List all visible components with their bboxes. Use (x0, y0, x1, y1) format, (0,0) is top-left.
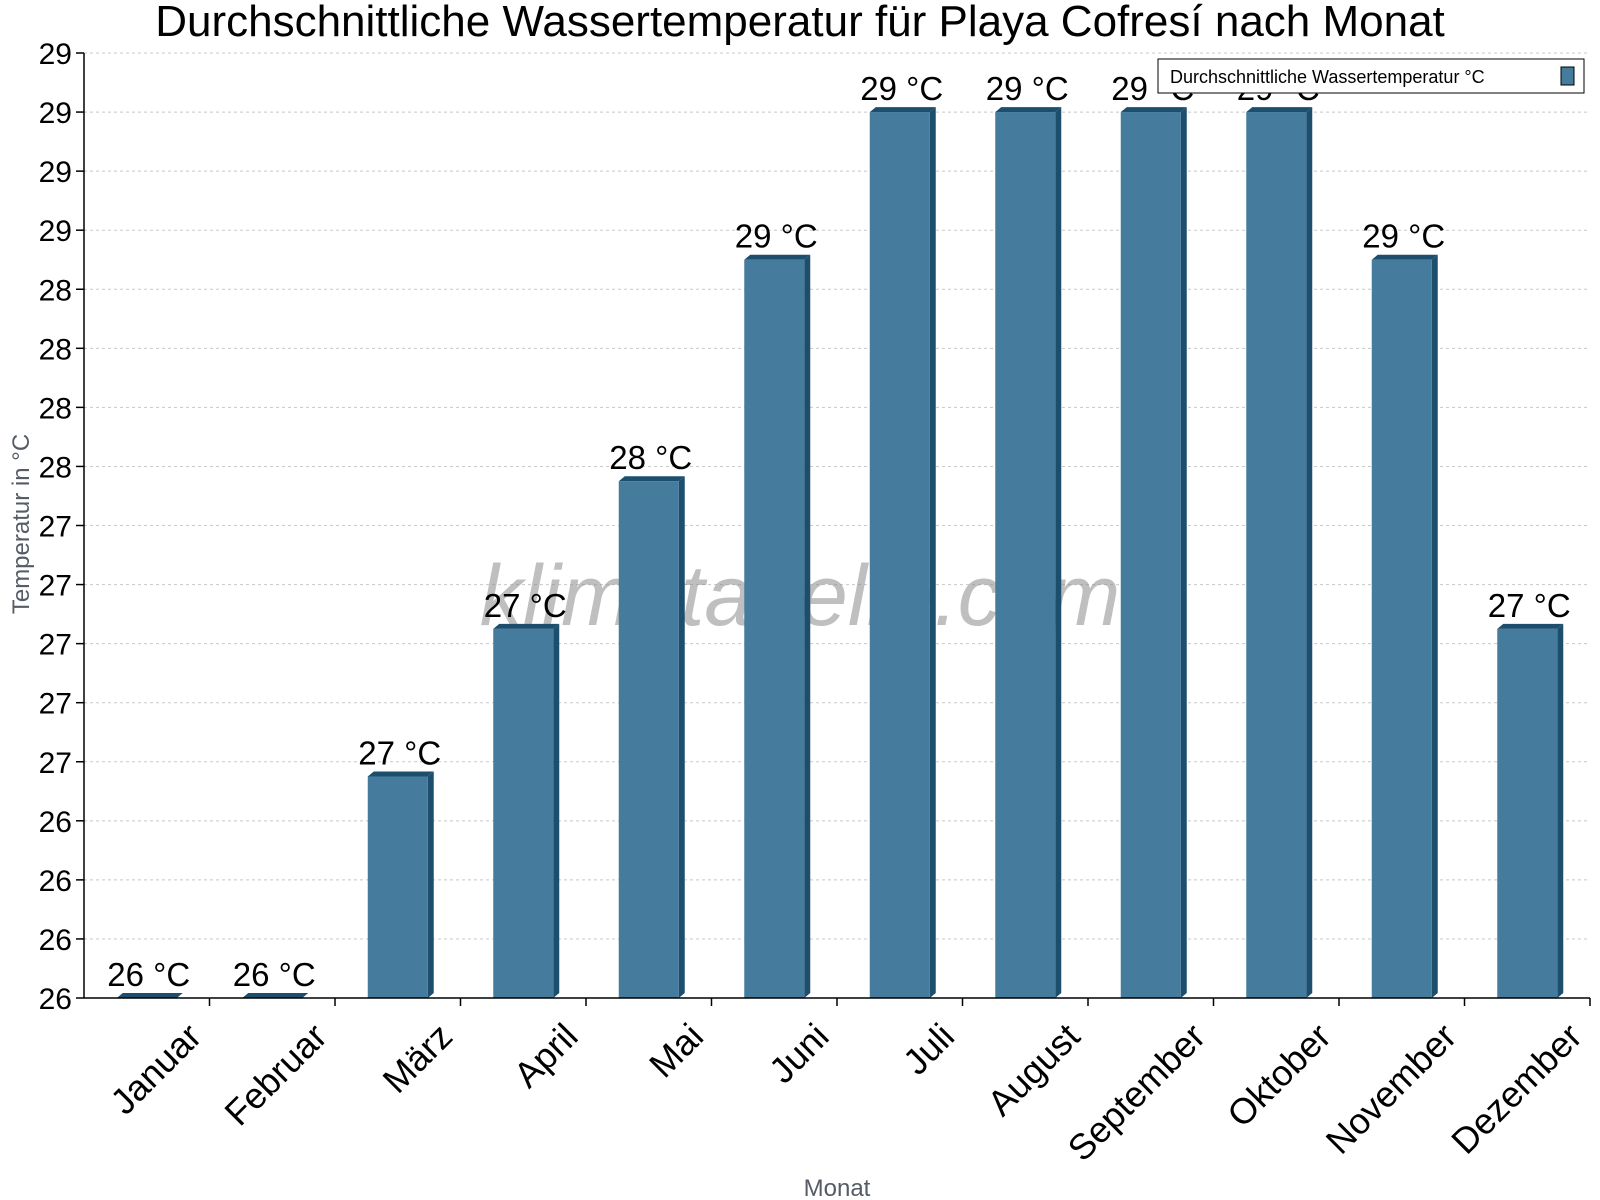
bar-3[interactable] (367, 771, 434, 998)
bar-face (367, 776, 428, 998)
bar-side (804, 254, 811, 998)
y-tick-label: 27 (39, 629, 72, 662)
bar-face (995, 112, 1056, 998)
bar-5[interactable] (618, 476, 685, 998)
data-label: 29 °C (986, 70, 1069, 107)
bar-1[interactable] (116, 993, 183, 998)
y-axis-ticks: 26 26 26 26 27 27 27 27 27 28 28 28 28 29 29 29 29 (39, 38, 84, 1016)
x-tick-label: Juli (895, 1015, 962, 1082)
legend-label: Durchschnittliche Wassertemperatur °C (1170, 67, 1485, 87)
bar-face (869, 112, 930, 998)
data-label: 29 °C (860, 70, 943, 107)
x-tick-label: September (1060, 1015, 1214, 1169)
y-tick-label: 28 (39, 451, 72, 484)
data-label: 27 °C (1488, 587, 1571, 624)
bar-side (1557, 623, 1564, 998)
bar-top (242, 993, 309, 998)
x-tick-label: August (979, 1015, 1087, 1123)
bar-9[interactable] (1120, 107, 1187, 998)
x-tick-label: Mai (641, 1015, 711, 1085)
y-tick-label: 27 (39, 570, 72, 603)
x-axis-title: Monat (804, 1175, 871, 1200)
y-tick-label: 26 (39, 983, 72, 1016)
bar-side (427, 771, 434, 998)
bar-side (553, 623, 560, 998)
y-tick-label: 28 (39, 392, 72, 425)
y-tick-label: 28 (39, 274, 72, 307)
y-tick-label: 26 (39, 865, 72, 898)
bar-2[interactable] (242, 993, 309, 998)
x-tick-label: Oktober (1219, 1015, 1339, 1135)
x-tick-label: Februar (216, 1015, 334, 1133)
bar-face (1120, 112, 1181, 998)
x-tick-label: Januar (102, 1015, 209, 1122)
data-label: 27 °C (484, 587, 567, 624)
y-tick-label: 26 (39, 924, 72, 957)
bar-4[interactable] (493, 623, 560, 998)
bar-face (493, 628, 554, 998)
bar-top (1371, 254, 1438, 260)
bar-face (744, 259, 805, 998)
data-label: 29 °C (735, 218, 818, 255)
bar-11[interactable] (1371, 254, 1438, 998)
bar-top (1497, 623, 1564, 629)
bar-side (1306, 107, 1313, 998)
y-axis-title: Temperatur in °C (8, 434, 35, 614)
x-tick-label: Dezember (1443, 1015, 1589, 1161)
bar-side (678, 476, 685, 998)
x-tick-label: Juni (761, 1015, 837, 1091)
chart-title: Durchschnittliche Wassertemperatur für P… (155, 0, 1445, 46)
y-tick-label: 27 (39, 688, 72, 721)
bar-top (493, 623, 560, 629)
y-tick-label: 29 (39, 97, 72, 130)
bar-side (1055, 107, 1062, 998)
bar-side (1431, 254, 1438, 998)
y-tick-label: 29 (39, 38, 72, 71)
bar-face (618, 481, 679, 998)
x-axis-ticks: Januar Februar März April Mai Juni Juli AugustS… (102, 998, 1591, 1169)
bar-top (1246, 107, 1313, 113)
bar-top (995, 107, 1062, 113)
legend-box (1157, 58, 1585, 94)
data-label: 28 °C (609, 439, 692, 476)
bar-top (618, 476, 685, 482)
x-tick-label: November (1318, 1015, 1464, 1161)
bar-top (869, 107, 936, 113)
y-tick-label: 29 (39, 156, 72, 189)
x-tick-label: April (506, 1015, 586, 1095)
bars (116, 107, 1564, 998)
x-tick-label: März (375, 1015, 461, 1101)
y-tick-label: 26 (39, 806, 72, 839)
bar-8[interactable] (995, 107, 1062, 998)
data-label: 26 °C (107, 956, 190, 993)
gridlines (84, 52, 1590, 940)
bar-side (1180, 107, 1187, 998)
bar-6[interactable] (744, 254, 811, 998)
y-tick-label: 28 (39, 333, 72, 366)
legend[interactable]: Durchschnittliche Wassertemperatur °C (1157, 58, 1585, 94)
bar-side (929, 107, 936, 998)
bar-face (1246, 112, 1307, 998)
bar-top (116, 993, 183, 998)
y-tick-label: 27 (39, 511, 72, 544)
bar-7[interactable] (869, 107, 936, 998)
legend-swatch (1560, 66, 1575, 86)
bar-face (1371, 259, 1432, 998)
bar-12[interactable] (1497, 623, 1564, 998)
data-label: 29 °C (1362, 218, 1445, 255)
bar-10[interactable] (1246, 107, 1313, 998)
bar-top (1120, 107, 1187, 113)
bar-face (1497, 628, 1558, 998)
y-tick-label: 29 (39, 215, 72, 248)
data-labels: 26 °C 26 °C 27 °C 27 °C 28 °C 29 °C 29 °C 29 °C… (107, 70, 1570, 993)
data-label: 26 °C (233, 956, 316, 993)
bar-top (367, 771, 434, 777)
y-tick-label: 27 (39, 747, 72, 780)
data-label: 27 °C (358, 735, 441, 772)
bar-top (744, 254, 811, 260)
